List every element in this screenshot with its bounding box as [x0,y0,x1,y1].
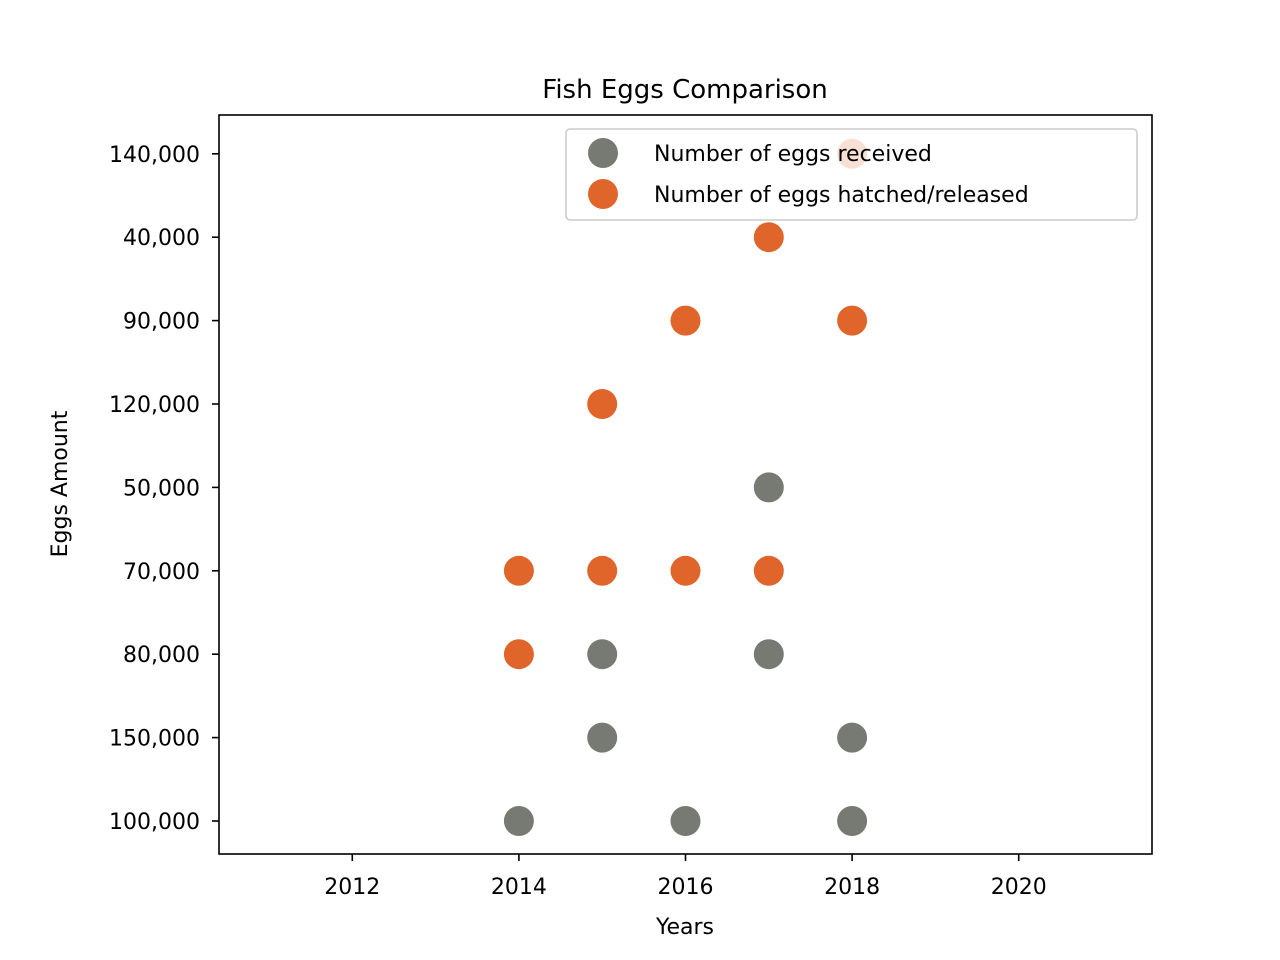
data-point [587,389,618,419]
x-axis-label: Years [655,915,714,940]
y-tick-label: 120,000 [109,393,200,418]
data-point [587,555,618,586]
data-point [753,472,784,503]
x-tick-label: 2016 [658,875,714,900]
legend-label: Number of eggs hatched/released [654,183,1029,208]
data-point [753,222,784,253]
data-point [503,555,534,586]
data-point [587,639,618,670]
points-layer [503,138,868,836]
y-tick-label: 150,000 [109,727,200,752]
data-point [503,639,534,670]
y-tick-label: 40,000 [123,226,200,251]
data-point [670,555,701,586]
data-point [670,806,701,836]
x-tick-label: 2014 [491,875,547,900]
data-point [837,305,868,336]
data-point [670,305,701,336]
data-point [503,806,534,836]
x-tick-label: 2020 [991,875,1047,900]
data-point [837,722,868,753]
x-axis: 2012 2014 2016 2018 2020 [324,854,1047,900]
y-tick-label: 70,000 [123,560,200,585]
data-point [587,722,618,753]
data-point [753,555,784,586]
y-tick-label: 140,000 [109,143,200,168]
data-point [753,639,784,670]
y-tick-label: 90,000 [123,310,200,335]
x-tick-label: 2012 [324,875,380,900]
y-tick-label: 100,000 [109,810,200,835]
plot-frame [218,114,1153,855]
legend: Number of eggs received Number of eggs ha… [565,128,1138,221]
legend-label: Number of eggs received [654,142,932,167]
legend-marker [588,179,618,209]
y-tick-label: 50,000 [123,476,200,501]
data-point [837,806,868,836]
y-axis-label: Eggs Amount [48,410,73,557]
x-tick-label: 2018 [824,875,880,900]
legend-marker [588,138,618,168]
chart-title: Fish Eggs Comparison [542,75,828,105]
y-axis: 100,000 150,000 80,000 70,000 50,000 120,000 9… [109,143,219,835]
legend-box [565,128,1138,221]
y-tick-label: 80,000 [123,643,200,668]
